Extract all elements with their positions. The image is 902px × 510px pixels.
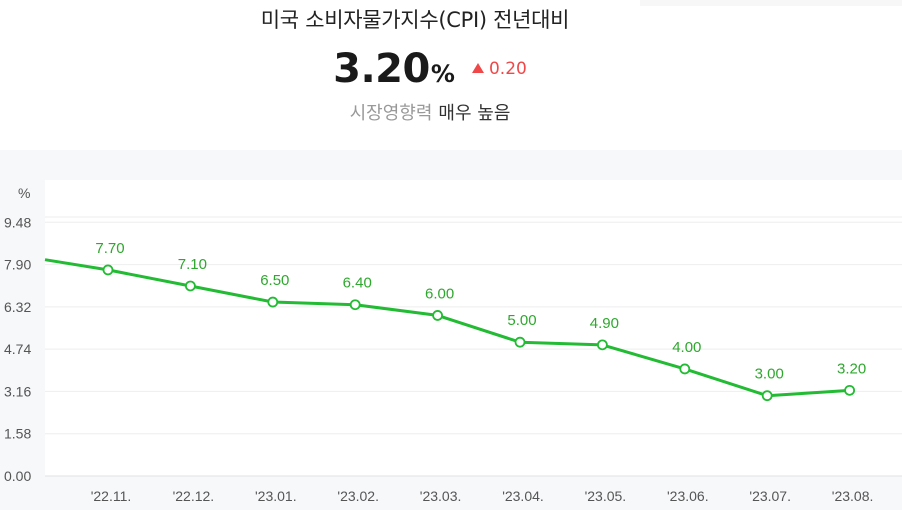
data-point — [102, 264, 114, 276]
data-point — [432, 310, 444, 321]
market-impact-label: 시장영향력 — [349, 103, 433, 124]
change-indicator: 0.20 — [471, 59, 527, 79]
x-tick-label: '23.08. — [832, 488, 874, 504]
data-label: 7.70 — [95, 240, 124, 257]
y-tick-label: 3.16 — [4, 383, 31, 399]
change-value: 0.20 — [488, 59, 527, 79]
data-label: 3.20 — [837, 360, 866, 377]
data-label: 6.00 — [425, 285, 454, 302]
current-value: 3.20 — [333, 46, 430, 92]
data-label: 3.00 — [755, 366, 784, 383]
up-triangle-icon — [471, 63, 484, 73]
x-tick-label: '23.07. — [749, 488, 791, 504]
data-label: 5.00 — [507, 312, 536, 329]
y-tick-label: 9.48 — [4, 214, 31, 230]
x-tick-label: '22.11. — [91, 488, 132, 504]
top-divider — [640, 0, 902, 6]
x-tick-label: '23.02. — [337, 488, 379, 504]
x-tick-label: '23.05. — [585, 488, 627, 504]
data-point — [349, 299, 361, 311]
data-label: 4.90 — [590, 315, 619, 332]
x-tick-label: '23.06. — [667, 488, 709, 504]
market-impact: 시장영향력 매우 높음 — [0, 99, 860, 125]
value-unit: % — [430, 60, 455, 88]
x-tick-label: '22.12. — [173, 488, 215, 504]
data-point — [184, 280, 196, 292]
chart-area: 0.00 1.58 3.16 4.74 6.32 7.90 9.48% '22.11. '22.… — [0, 150, 902, 510]
y-tick-label: 7.90 — [4, 257, 31, 273]
summary-header: 미국 소비자물가지수(CPI) 전년대비 3.20% 0.20 시장영향력 매우 … — [0, 0, 902, 150]
x-tick-label: '23.01. — [255, 488, 297, 504]
line-chart: 0.00 1.58 3.16 4.74 6.32 7.90 9.48% '22.11. '22.… — [4, 180, 902, 504]
y-axis-unit: % — [18, 185, 30, 201]
data-point — [267, 296, 279, 308]
y-tick-label: 4.74 — [4, 341, 31, 357]
data-label: 4.00 — [672, 339, 701, 356]
current-value-row: 3.20% 0.20 — [0, 46, 860, 92]
data-point — [679, 363, 691, 375]
data-label: 6.40 — [343, 275, 372, 292]
data-point — [761, 390, 773, 402]
market-impact-value: 매우 높음 — [438, 103, 511, 124]
x-tick-label: '23.03. — [420, 488, 462, 504]
y-tick-label: 1.58 — [4, 426, 31, 442]
data-label: 6.50 — [260, 272, 289, 289]
chart-title: 미국 소비자물가지수(CPI) 전년대비 — [260, 8, 570, 32]
y-tick-label: 6.32 — [4, 299, 31, 315]
data-point — [514, 336, 526, 348]
data-label: 7.10 — [178, 256, 207, 273]
data-point — [597, 339, 608, 351]
data-point — [844, 384, 855, 396]
x-tick-label: '23.04. — [502, 488, 544, 504]
y-tick-label: 0.00 — [4, 468, 31, 484]
